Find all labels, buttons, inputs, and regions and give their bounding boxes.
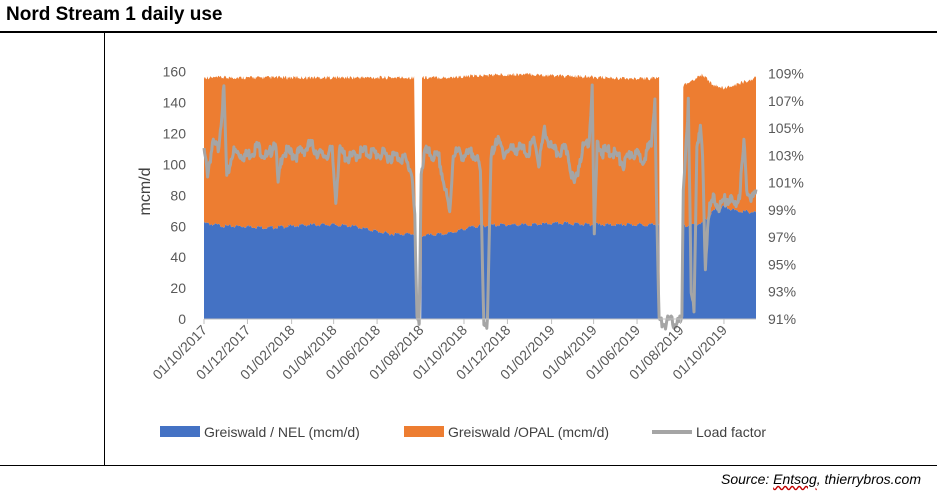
y-tick-label: 0: [178, 311, 186, 327]
source-note: Source: Entsog, thierrybros.com: [721, 471, 921, 487]
y2-tick-label: 97%: [768, 229, 796, 245]
legend-label: Greiswald / NEL (mcm/d): [204, 424, 360, 440]
legend-swatch: [160, 426, 200, 437]
y-tick-label: 120: [163, 126, 187, 142]
y2-tick-label: 95%: [768, 256, 796, 272]
bottom-rule: [0, 465, 937, 466]
legend-label: Load factor: [696, 424, 766, 440]
y-axis-title: mcm/d: [137, 168, 154, 216]
y2-tick-label: 93%: [768, 284, 796, 300]
source-name: Entsog: [773, 471, 817, 487]
legend: Greiswald / NEL (mcm/d) Greiswald /OPAL (…: [160, 424, 766, 440]
chart: 0 20 40 60 80 100 120 140 160 91% 93% 95% 97% 99% 101%…: [137, 64, 804, 440]
y2-tick-label: 99%: [768, 202, 796, 218]
y-tick-label: 40: [170, 249, 186, 265]
legend-item-load-factor: Load factor: [652, 424, 766, 440]
legend-item-opal: Greiswald /OPAL (mcm/d): [404, 424, 609, 440]
load-factor-line-group: [202, 83, 758, 331]
series-nel-area: [204, 205, 756, 319]
legend-label: Greiswald /OPAL (mcm/d): [448, 424, 609, 440]
y-tick-label: 20: [170, 280, 186, 296]
y2-tick-label: 103%: [768, 147, 804, 163]
y-tick-label: 160: [163, 64, 187, 80]
y-tick-label: 60: [170, 218, 186, 234]
title-rule: [0, 31, 937, 33]
y2-tick-label: 105%: [768, 120, 804, 136]
y2-tick-label: 109%: [768, 66, 804, 82]
y-tick-label: 100: [163, 156, 187, 172]
y-tick-label: 80: [170, 187, 186, 203]
y2-tick-label: 91%: [768, 311, 796, 327]
y2-tick-label: 101%: [768, 175, 804, 191]
page-title: Nord Stream 1 daily use: [6, 4, 223, 25]
source-suffix: , thierrybros.com: [816, 471, 921, 487]
legend-swatch: [404, 426, 444, 437]
source-prefix: Source:: [721, 471, 774, 487]
y-tick-label: 140: [163, 95, 187, 111]
legend-item-nel: Greiswald / NEL (mcm/d): [160, 424, 360, 440]
y2-tick-label: 107%: [768, 93, 804, 109]
frame-left-border: [104, 33, 105, 465]
series-load-factor-line: [202, 83, 758, 331]
